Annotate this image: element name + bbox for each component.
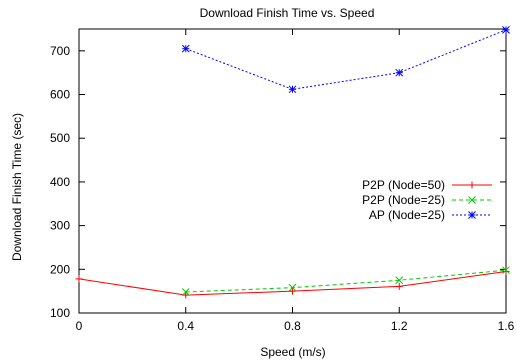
legend-label: P2P (Node=25) xyxy=(362,193,445,207)
legend: P2P (Node=50)P2P (Node=25)AP (Node=25) xyxy=(362,178,492,222)
x-tick-label: 0.4 xyxy=(177,319,194,333)
y-axis-label: Download Finish Time (sec) xyxy=(10,113,24,261)
data-point-marker xyxy=(289,287,296,295)
legend-label: P2P (Node=50) xyxy=(362,178,445,192)
y-tick-label: 300 xyxy=(50,219,70,233)
x-axis-label: Speed (m/s) xyxy=(260,345,325,359)
y-tick-label: 700 xyxy=(50,44,70,58)
data-point-marker xyxy=(75,275,83,283)
data-point-marker xyxy=(395,282,403,290)
series-line xyxy=(185,269,507,293)
plot-area-frame xyxy=(78,28,507,314)
series-layer xyxy=(75,26,510,299)
y-tick-label: 100 xyxy=(50,306,70,320)
y-tick-label: 500 xyxy=(50,131,70,145)
data-point-marker xyxy=(502,267,510,275)
x-tick-label: 0 xyxy=(76,319,83,333)
x-tick-label: 1.2 xyxy=(391,319,408,333)
x-tick-label: 0.8 xyxy=(284,319,301,333)
axes-layer: 0 0.4 0.8 1.2 1.6 100 200 300 400 500 600 700 xyxy=(50,29,515,333)
series-line xyxy=(185,29,507,90)
data-point-marker xyxy=(502,266,510,275)
data-point-marker xyxy=(395,68,404,77)
x-tick-label: 1.6 xyxy=(498,319,515,333)
y-tick-label: 400 xyxy=(50,175,70,189)
data-point-marker xyxy=(288,283,297,292)
data-point-marker xyxy=(181,44,190,53)
data-point-marker xyxy=(181,288,190,296)
data-point-marker xyxy=(502,26,510,34)
y-tick-label: 200 xyxy=(50,262,70,276)
data-point-marker xyxy=(468,196,476,204)
y-tick-label: 600 xyxy=(50,88,70,102)
data-point-marker xyxy=(182,291,190,299)
data-point-marker xyxy=(468,211,476,219)
data-point-marker xyxy=(395,276,404,285)
legend-label: AP (Node=25) xyxy=(369,208,445,222)
chart-title: Download Finish Time vs. Speed xyxy=(200,6,375,20)
data-point-marker xyxy=(468,181,476,189)
data-point-marker xyxy=(288,85,297,94)
